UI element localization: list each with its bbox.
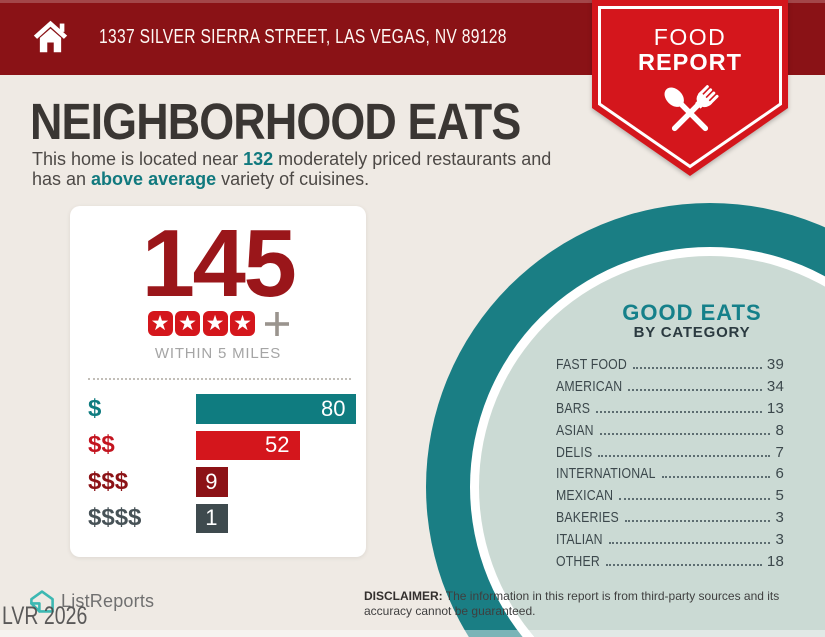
category-value: 34 [766, 377, 784, 395]
category-row: OTHER 18 [556, 553, 784, 575]
dot-leader [599, 432, 771, 435]
good-eats-title: GOOD EATS [622, 300, 762, 325]
category-value: 3 [775, 531, 784, 549]
dot-leader [628, 388, 762, 391]
category-row: ITALIAN 3 [556, 531, 784, 553]
disclaimer-text: The information in this report is from t… [364, 589, 780, 618]
dot-leader [608, 542, 771, 545]
dot-leader [624, 520, 771, 523]
category-row: ASIAN 8 [556, 422, 784, 444]
category-value: 5 [775, 487, 784, 505]
intro-text: variety of cuisines. [216, 169, 370, 189]
category-row: FAST FOOD 39 [556, 356, 784, 378]
category-list: FAST FOOD 39 AMERICAN 34 BARS 13 ASIAN 8 DELIS 7 I… [556, 356, 784, 575]
price-tier-label: $$$ [88, 467, 129, 495]
intro-accent-text: above average [91, 169, 217, 189]
home-icon [33, 20, 68, 53]
price-bar: 52 [195, 430, 300, 460]
brand-name: ListReports [61, 591, 155, 611]
star-icon: ★ [175, 311, 200, 336]
star-icon: ★ [147, 311, 173, 336]
plus-icon [264, 311, 289, 336]
category-row: BARS 13 [556, 400, 784, 422]
star-rating: ★ ★ ★ ★ [70, 311, 366, 336]
category-row: INTERNATIONAL 6 [556, 465, 784, 487]
price-bar-chart: $80 $$ 52 $$$ 9 $$$$ 1 [88, 394, 356, 540]
category-row: MEXICAN 5 [556, 487, 784, 509]
intro-text: This home is located near [32, 149, 244, 169]
category-value: 8 [775, 421, 784, 439]
price-tier-label: $ [88, 394, 102, 422]
price-bar-row: $80 [88, 394, 356, 424]
price-bar: 1 [195, 503, 228, 533]
price-bar: 80 [195, 394, 356, 424]
ribbon-shape [592, 0, 788, 176]
category-label: ASIAN [556, 421, 594, 439]
listreports-logo-icon [30, 590, 54, 613]
intro-text: moderately priced restaurants and has an [32, 149, 552, 189]
category-value: 6 [775, 465, 784, 483]
category-label: BAKERIES [556, 509, 619, 527]
radius-caption: WITHIN 5 MILES [154, 345, 282, 362]
category-value: 3 [775, 509, 784, 527]
disclaimer: DISCLAIMER: The information in this repo… [364, 589, 800, 619]
category-value: 39 [766, 356, 784, 373]
listreports-logo: ListReports [30, 590, 154, 613]
category-value: 13 [766, 399, 784, 417]
category-row: BAKERIES 3 [556, 509, 784, 531]
star-icon: ★ [230, 311, 255, 336]
bottom-gloss-strip [0, 630, 825, 637]
dot-leader [596, 410, 762, 413]
intro-paragraph: This home is located near 132 moderately… [32, 149, 584, 189]
page-title: NEIGHBORHOOD EATS [30, 93, 521, 150]
category-row: AMERICAN 34 [556, 378, 784, 400]
price-tier-label: $$ [88, 431, 115, 459]
price-bar: 9 [195, 467, 228, 497]
header-gloss-strip [0, 0, 825, 3]
food-report-ribbon: FOOD REPORT [592, 0, 788, 177]
crossed-spoon-fork-icon [664, 85, 719, 132]
price-bar-row: $$$$ 1 [88, 503, 356, 533]
ribbon-title-line1: FOOD [653, 24, 727, 50]
price-tier-label: $$$$ [88, 504, 142, 532]
category-label: ITALIAN [556, 531, 603, 549]
ribbon-title-line2: REPORT [638, 49, 742, 75]
good-eats-subtitle: BY CATEGORY [633, 323, 751, 341]
category-label: AMERICAN [556, 377, 623, 395]
disclaimer-label: DISCLAIMER: [364, 589, 443, 603]
dot-leader [619, 498, 771, 501]
dotted-divider [88, 378, 351, 380]
dot-leader [661, 476, 771, 479]
category-row: DELIS 7 [556, 444, 784, 466]
category-value: 18 [766, 553, 784, 571]
category-label: OTHER [556, 553, 600, 571]
category-label: MEXICAN [556, 487, 614, 505]
category-value: 7 [775, 443, 784, 461]
category-label: BARS [556, 399, 591, 417]
dot-leader [632, 367, 762, 369]
dot-leader [598, 454, 771, 457]
restaurant-count: 145 [141, 210, 297, 317]
restaurant-stats-card: 145 ★ ★ ★ ★ WITHIN 5 MILES $80 $$ 52 $$$ 9 $$$$ 1 [70, 206, 366, 557]
star-icon: ★ [202, 311, 228, 336]
property-address: 1337 SILVER SIERRA STREET, LAS VEGAS, NV… [99, 26, 507, 48]
watermark: LVR 2026 [2, 602, 88, 630]
category-label: INTERNATIONAL [556, 465, 656, 483]
category-label: DELIS [556, 443, 593, 461]
intro-accent-text: 132 [243, 149, 274, 169]
category-label: FAST FOOD [556, 356, 627, 373]
price-bar-row: $$$ 9 [88, 467, 356, 497]
price-bar-row: $$ 52 [88, 430, 356, 460]
dot-leader [605, 564, 762, 567]
